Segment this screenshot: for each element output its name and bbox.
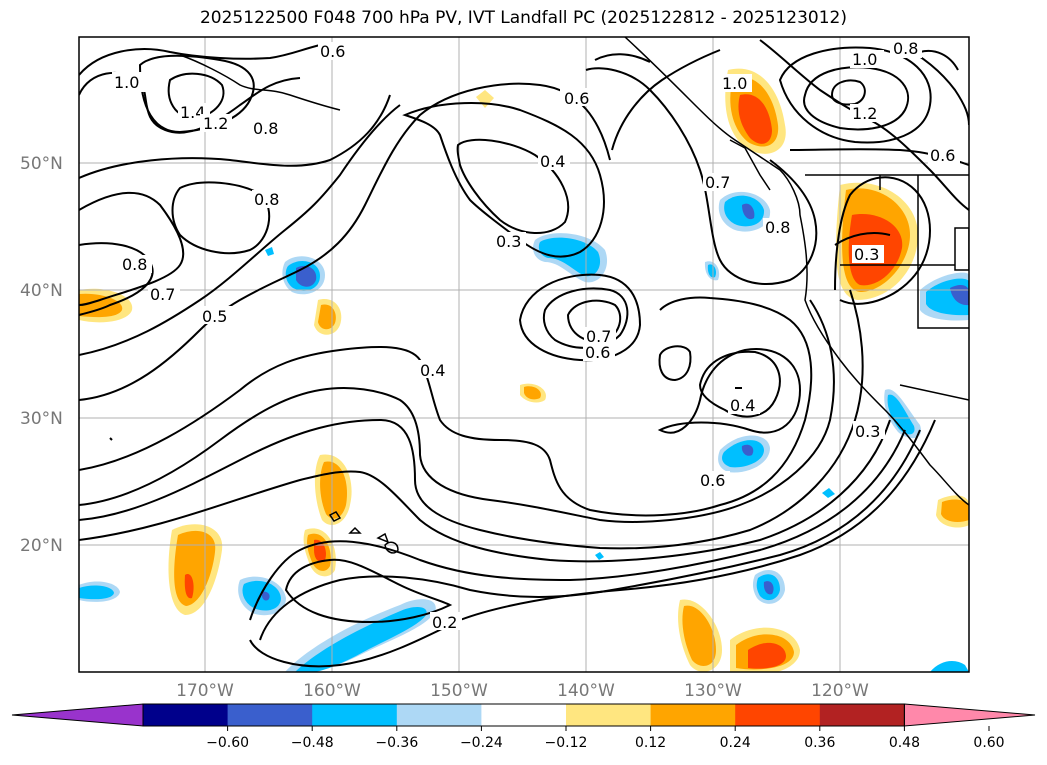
colorbar-tick-label: −0.12	[545, 735, 588, 751]
latitude-label-30n: 30°N	[20, 409, 63, 429]
contour-label: 0.6	[700, 471, 725, 490]
longitude-label-120w: 120°W	[811, 681, 869, 701]
colorbar-tick-label: −0.24	[460, 735, 503, 751]
contour-label: 1.2	[852, 104, 877, 123]
graticule	[79, 37, 969, 672]
latitude-label-40n: 40°N	[20, 281, 63, 301]
contour-label: 0.7	[150, 285, 175, 304]
contour-label: 0.6	[564, 89, 589, 108]
colorbar-extend-low	[11, 703, 144, 727]
contour-label: 0.3	[496, 232, 521, 251]
contour-label: 0.6	[320, 42, 345, 61]
contour-label: 0.8	[253, 119, 278, 138]
contour-label: 0.4	[730, 396, 755, 415]
contour-label: 1.2	[203, 114, 228, 133]
contour-label: 0.6	[585, 343, 610, 362]
contour-label: 1.0	[114, 73, 139, 92]
colorbar-tick-label: 0.48	[889, 735, 920, 751]
longitude-label-130w: 130°W	[684, 681, 742, 701]
colorbar-tick-label: 0.36	[804, 735, 835, 751]
contour-label: 0.8	[765, 218, 790, 237]
colorbar-swatch	[312, 704, 398, 726]
contour-label: 0.6	[930, 146, 955, 165]
colorbar-swatch	[481, 704, 567, 726]
contour-label: 0.2	[432, 613, 457, 632]
contour-label: 1.4	[180, 103, 205, 122]
contour-label: 1.0	[852, 50, 877, 69]
colorbar-tick-label: 0.12	[635, 735, 666, 751]
contour-label: 0.3	[854, 245, 879, 264]
contour-label: 0.3	[855, 422, 880, 441]
contour-label: 0.7	[705, 173, 730, 192]
colorbar-swatch	[566, 704, 652, 726]
latitude-label-50n: 50°N	[20, 154, 63, 174]
contour-label-group: 1.0 1.4 1.2 0.8 0.8 0.8 0.7 0.5 0.6 0.4 …	[112, 39, 960, 632]
pv-contours	[79, 39, 969, 668]
contour-label: 0.4	[540, 152, 565, 171]
colorbar-tick-label: −0.60	[206, 735, 249, 751]
contour-label: 0.8	[254, 190, 279, 209]
latitude-label-20n: 20°N	[20, 536, 63, 556]
colorbar: −0.60 −0.48 −0.36 −0.24 −0.12 0.12 0.24 0.36 0.4…	[11, 703, 1036, 751]
colorbar-extend-high	[903, 703, 1036, 727]
contour-label: 0.8	[893, 39, 918, 58]
colorbar-swatch	[650, 704, 736, 726]
contour-label: 0.4	[420, 361, 445, 380]
colorbar-tick-label: 0.24	[720, 735, 751, 751]
colorbar-swatch	[227, 704, 313, 726]
contour-label: 0.7	[586, 327, 611, 346]
longitude-label-140w: 140°W	[557, 681, 615, 701]
contour-label: 0.5	[202, 307, 227, 326]
longitude-label-170w: 170°W	[176, 681, 234, 701]
colorbar-swatch	[819, 704, 905, 726]
longitude-label-160w: 160°W	[303, 681, 361, 701]
map-frame	[78, 36, 970, 673]
colorbar-swatch	[143, 704, 229, 726]
map-title: 2025122500 F048 700 hPa PV, IVT Landfall…	[199, 8, 847, 28]
colorbar-swatch	[735, 704, 821, 726]
contour-label: 0.8	[122, 255, 147, 274]
longitude-label-150w: 150°W	[430, 681, 488, 701]
colorbar-border	[142, 703, 905, 727]
contour-label: 1.0	[722, 74, 747, 93]
colorbar-tick-label: −0.36	[375, 735, 418, 751]
colorbar-tick-label: −0.48	[291, 735, 334, 751]
colorbar-tick-label: 0.60	[973, 735, 1004, 751]
map-area	[79, 37, 969, 672]
colorbar-swatch	[396, 704, 482, 726]
